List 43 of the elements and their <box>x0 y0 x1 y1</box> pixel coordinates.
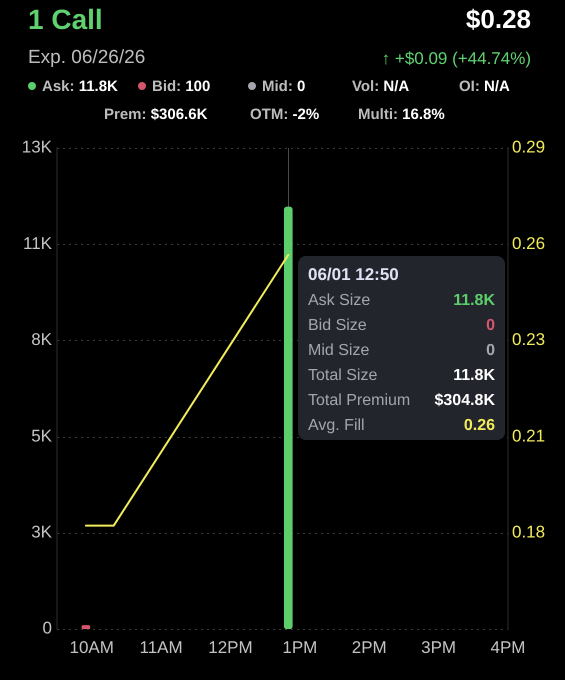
y2-tick-label: 0.26 <box>512 234 546 253</box>
annotation: 11.8K <box>453 366 495 386</box>
text: OTM: -2% <box>250 106 320 123</box>
legend-label: Bid: 100 <box>152 78 210 95</box>
x-tick-label: 10AM <box>69 638 114 657</box>
y-tick-label: 13K <box>22 138 53 157</box>
annotation: 06/01 12:50 <box>308 264 400 286</box>
y2-tick-label: 0.29 <box>512 138 546 157</box>
text: $0.28 <box>466 4 531 34</box>
legend-label: Mid: 0 <box>262 78 306 95</box>
annotation: Total Size <box>308 366 378 386</box>
annotation: 0 <box>486 316 495 336</box>
y-tick-label: 11K <box>23 234 53 253</box>
x-tick-label: 2PM <box>352 638 387 657</box>
annotation: $304.8K <box>434 391 495 411</box>
annotation: 0.26 <box>464 416 495 436</box>
annotation: 0 <box>486 341 495 361</box>
chart-title: 1 Call <box>28 3 103 37</box>
text: ↑ +$0.09 (+44.74%) <box>382 48 531 70</box>
legend-label: Ask: 11.8K <box>42 78 118 95</box>
annotation: Ask Size <box>308 291 370 311</box>
annotation: Avg. Fill <box>308 416 365 436</box>
chart-subtitle: Exp. 06/26/26 <box>28 46 146 70</box>
x-tick-label: 11AM <box>140 638 183 657</box>
annotation: Total Premium <box>308 391 410 411</box>
y-tick-label: 8K <box>31 330 53 350</box>
y2-tick-label: 0.21 <box>512 426 546 446</box>
x-tick-label: 3PM <box>421 638 456 657</box>
y-tick-label: 0 <box>42 618 52 638</box>
annotation: Bid Size <box>308 316 367 336</box>
text: Prem: $306.6K <box>104 106 208 123</box>
y2-tick-label: 0.23 <box>512 330 546 350</box>
annotation: Mid Size <box>308 341 370 361</box>
x-tick-label: 12PM <box>208 638 253 657</box>
y-tick-label: 5K <box>31 426 53 446</box>
y2-tick-label: 0.18 <box>512 522 546 542</box>
x-tick-label: 1PM <box>282 638 318 657</box>
text: OI: N/A <box>459 78 510 95</box>
y-tick-label: 3K <box>31 522 53 542</box>
x-tick-label: 4PM <box>490 638 526 657</box>
text: Multi: 16.8% <box>358 106 445 123</box>
text: Vol: N/A <box>352 78 410 95</box>
annotation: 11.8K <box>453 291 495 311</box>
